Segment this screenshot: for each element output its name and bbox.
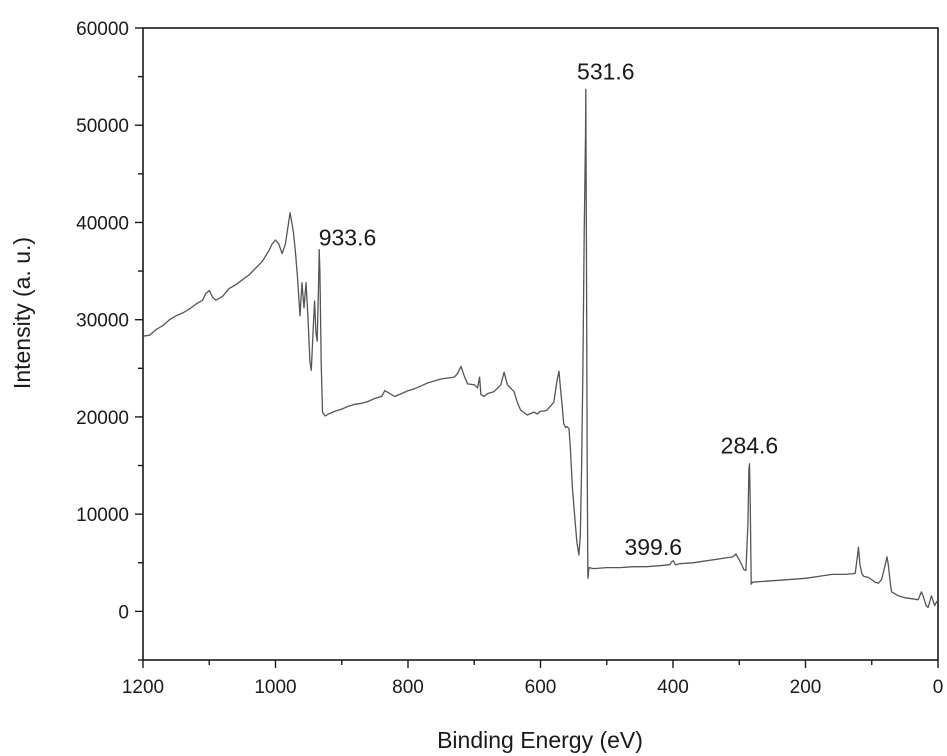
x-tick-label: 200: [790, 677, 822, 698]
peak-label: 284.6: [721, 433, 779, 459]
x-tick-label: 1200: [122, 677, 164, 698]
x-axis: 1200 1000 800 600 400 200 0: [122, 660, 943, 698]
plot-frame: [142, 27, 939, 661]
y-tick-label: 0: [118, 602, 129, 623]
y-axis-title: Intensity (a. u.): [9, 237, 35, 389]
peak-label: 531.6: [577, 58, 635, 84]
y-axis: 0 10000 20000 30000 40000 50000 60000: [76, 19, 143, 661]
y-tick-label: 50000: [76, 116, 129, 137]
x-tick-label: 400: [657, 677, 689, 698]
peak-label: 933.6: [319, 225, 377, 251]
peak-label: 399.6: [624, 534, 682, 560]
y-tick-label: 40000: [76, 213, 129, 234]
y-tick-label: 30000: [76, 311, 129, 332]
peak-annotations: 933.6 531.6 399.6 284.6: [319, 58, 779, 560]
intensity-series-line: [142, 88, 939, 609]
x-tick-label: 600: [525, 677, 557, 698]
y-tick-label: 20000: [76, 408, 129, 429]
x-tick-label: 1000: [254, 677, 296, 698]
x-tick-label: 0: [933, 677, 944, 698]
y-tick-label: 10000: [76, 505, 129, 526]
x-tick-label: 800: [392, 677, 424, 698]
y-tick-label: 60000: [76, 19, 129, 40]
x-axis-title: Binding Energy (eV): [437, 727, 643, 753]
